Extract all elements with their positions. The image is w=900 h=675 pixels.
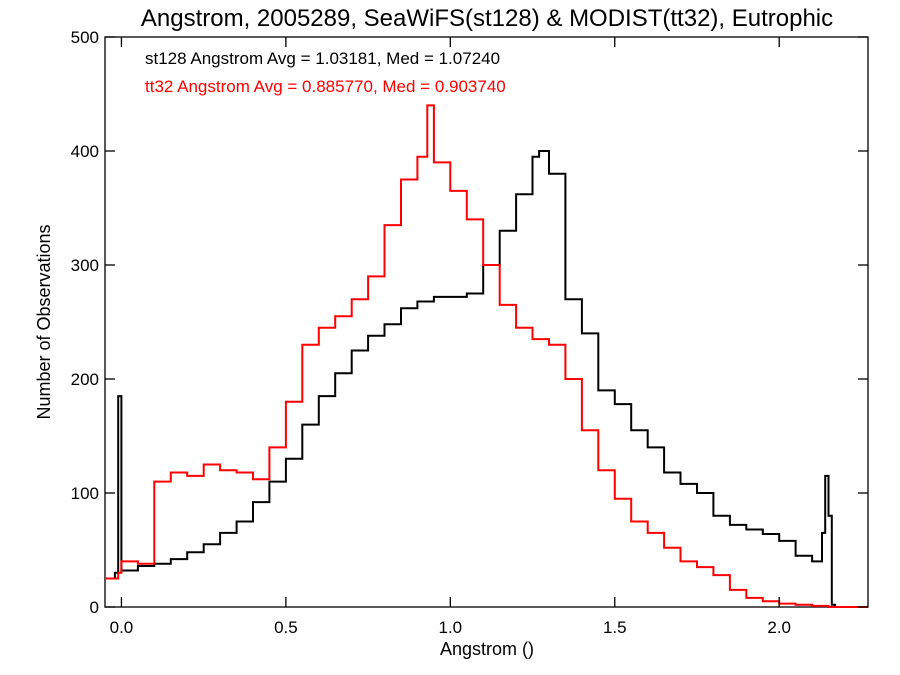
y-axis-label: Number of Observations [34,224,54,419]
plot-frame [104,36,869,608]
series-st128-line [105,150,868,608]
chart-title: Angstrom, 2005289, SeaWiFS(st128) & MODI… [141,5,833,32]
x-tick-label: 0.5 [274,618,298,637]
x-tick-label: 1.5 [603,618,627,637]
x-axis-label: Angstrom () [440,639,534,659]
st128-stats-annotation: st128 Angstrom Avg = 1.03181, Med = 1.07… [145,49,500,68]
tt32-stats-annotation: tt32 Angstrom Avg = 0.885770, Med = 0.90… [145,77,506,96]
y-tick-label: 400 [71,142,99,161]
y-tick-label: 300 [71,256,99,275]
x-axis: 0.0 0.5 1.0 1.5 2.0 [110,37,791,637]
y-tick-label: 0 [90,598,99,617]
series-layer [105,104,868,608]
y-tick-label: 500 [71,28,99,47]
y-axis: 0 100 200 300 400 500 [71,28,868,617]
x-tick-label: 1.0 [439,618,463,637]
y-tick-label: 200 [71,370,99,389]
x-tick-label: 0.0 [110,618,134,637]
series-tt32-line [105,104,868,608]
y-tick-label: 100 [71,484,99,503]
x-tick-label: 2.0 [767,618,791,637]
